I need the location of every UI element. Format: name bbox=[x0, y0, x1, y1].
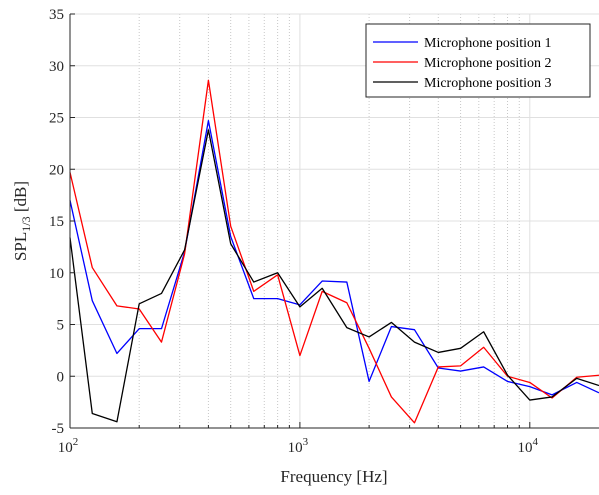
y-tick-label: -5 bbox=[52, 421, 65, 437]
series-line-3 bbox=[69, 129, 599, 423]
series-line-2 bbox=[69, 79, 599, 424]
legend-label-2: Microphone position 2 bbox=[424, 56, 552, 71]
legend-box bbox=[365, 23, 591, 98]
y-tick-label: 20 bbox=[49, 162, 64, 178]
series-layer bbox=[69, 79, 599, 424]
y-tick-label: 25 bbox=[49, 111, 64, 127]
y-tick-label: 5 bbox=[57, 318, 65, 334]
y-axis-label-subscript: 1/3 bbox=[19, 216, 33, 231]
y-axis-label: SPL1/3 [dB] bbox=[11, 181, 33, 261]
y-tick-label: 10 bbox=[49, 266, 64, 282]
axes-layer bbox=[69, 13, 599, 429]
y-tick-label: 30 bbox=[49, 59, 64, 75]
y-axis-label-main: SPL bbox=[11, 232, 30, 261]
x-tick-label: 104 bbox=[518, 436, 539, 456]
x-axis-label: Frequency [Hz] bbox=[280, 467, 387, 486]
y-tick-label: 35 bbox=[49, 7, 64, 23]
legend: Microphone position 1 Microphone position… bbox=[365, 23, 591, 98]
series-line-1 bbox=[69, 119, 599, 396]
legend-label-3: Microphone position 3 bbox=[424, 76, 552, 91]
y-tick-label: 15 bbox=[49, 214, 64, 230]
x-tick-label: 102 bbox=[58, 436, 79, 456]
tick-labels: -5 0 5 10 15 20 25 30 35 102 103 104 bbox=[49, 7, 539, 456]
x-tick-label: 103 bbox=[288, 436, 309, 456]
y-tick-label: 0 bbox=[57, 369, 65, 385]
legend-label-1: Microphone position 1 bbox=[424, 36, 552, 51]
y-axis-label-unit: [dB] bbox=[11, 181, 30, 216]
